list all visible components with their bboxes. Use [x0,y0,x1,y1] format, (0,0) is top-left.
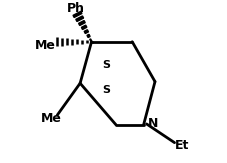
Text: S: S [102,60,110,70]
Text: S: S [102,85,110,95]
Text: Me: Me [35,39,55,52]
Polygon shape [76,16,84,22]
Text: Me: Me [41,112,62,125]
Text: Ph: Ph [67,2,85,15]
Text: N: N [148,117,158,130]
Polygon shape [87,34,90,37]
Polygon shape [90,39,92,42]
Polygon shape [73,11,82,17]
Text: Et: Et [175,139,190,152]
Polygon shape [79,21,85,25]
Polygon shape [81,25,87,30]
Polygon shape [84,30,89,34]
